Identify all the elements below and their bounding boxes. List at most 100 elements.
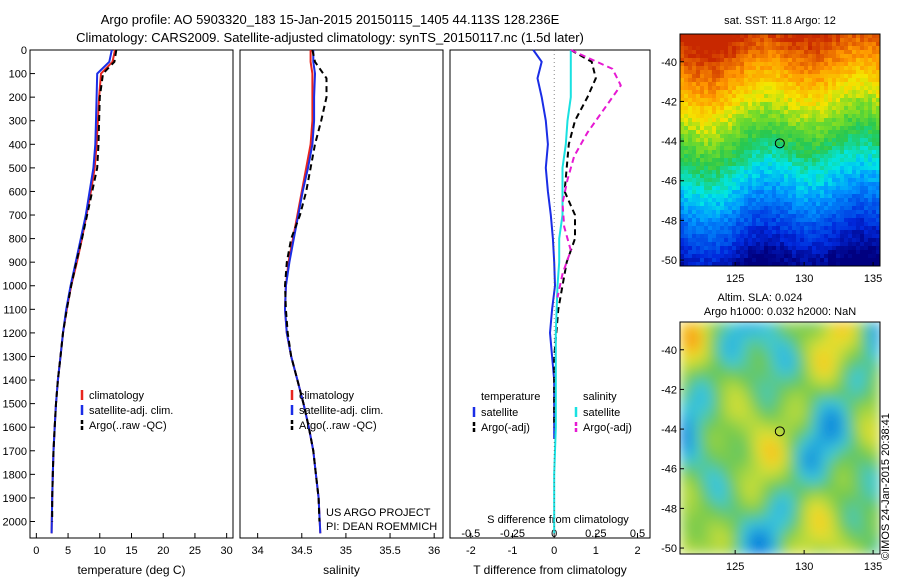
heatmap-cell xyxy=(784,38,789,43)
heatmap-cell xyxy=(816,90,821,95)
heatmap-cell xyxy=(756,394,761,399)
heatmap-cell xyxy=(744,466,749,471)
heatmap-cell xyxy=(744,58,749,63)
heatmap-cell xyxy=(848,174,853,179)
heatmap-cell xyxy=(752,466,757,471)
heatmap-cell xyxy=(764,182,769,187)
heatmap-cell xyxy=(860,114,865,119)
heatmap-cell xyxy=(828,206,833,211)
heatmap-cell xyxy=(764,138,769,143)
heatmap-cell xyxy=(764,370,769,375)
heatmap-cell xyxy=(784,202,789,207)
heatmap-cell xyxy=(732,154,737,159)
heatmap-cell xyxy=(748,162,753,167)
heatmap-cell xyxy=(864,378,869,383)
heatmap-cell xyxy=(836,322,841,327)
heatmap-cell xyxy=(804,394,809,399)
heatmap-cell xyxy=(684,378,689,383)
heatmap-cell xyxy=(736,186,741,191)
heatmap-cell xyxy=(812,42,817,47)
heatmap-cell xyxy=(752,354,757,359)
heatmap-cell xyxy=(744,206,749,211)
heatmap-cell xyxy=(684,422,689,427)
heatmap-cell xyxy=(680,238,685,243)
heatmap-cell xyxy=(804,190,809,195)
heatmap-cell xyxy=(856,78,861,83)
heatmap-cell xyxy=(752,82,757,87)
heatmap-cell xyxy=(756,390,761,395)
heatmap-cell xyxy=(852,70,857,75)
heatmap-cell xyxy=(712,390,717,395)
heatmap-cell xyxy=(692,34,697,39)
heatmap-cell xyxy=(780,158,785,163)
heatmap-cell xyxy=(840,370,845,375)
heatmap-cell xyxy=(776,258,781,263)
heatmap-cell xyxy=(744,182,749,187)
heatmap-cell xyxy=(816,350,821,355)
heatmap-cell xyxy=(824,198,829,203)
heatmap-cell xyxy=(772,38,777,43)
heatmap-cell xyxy=(748,206,753,211)
heatmap-cell xyxy=(868,254,873,259)
heatmap-cell xyxy=(736,122,741,127)
heatmap-cell xyxy=(820,382,825,387)
heatmap-cell xyxy=(688,342,693,347)
heatmap-cell xyxy=(720,242,725,247)
heatmap-cell xyxy=(836,438,841,443)
heatmap-cell xyxy=(820,438,825,443)
heatmap-cell xyxy=(768,250,773,255)
heatmap-cell xyxy=(740,226,745,231)
heatmap-cell xyxy=(716,110,721,115)
y-tick-label: 0 xyxy=(21,45,27,57)
heatmap-cell xyxy=(756,214,761,219)
heatmap-cell xyxy=(804,78,809,83)
heatmap-cell xyxy=(724,74,729,79)
heatmap-cell xyxy=(764,346,769,351)
heatmap-cell xyxy=(712,42,717,47)
heatmap-cell xyxy=(832,390,837,395)
heatmap-cell xyxy=(824,46,829,51)
heatmap-cell xyxy=(756,134,761,139)
heatmap-cell xyxy=(820,110,825,115)
heatmap-cell xyxy=(732,362,737,367)
heatmap-cell xyxy=(692,422,697,427)
heatmap-cell xyxy=(700,182,705,187)
heatmap-cell xyxy=(812,86,817,91)
heatmap-cell xyxy=(852,226,857,231)
heatmap-cell xyxy=(752,326,757,331)
heatmap-cell xyxy=(780,426,785,431)
heatmap-cell xyxy=(744,38,749,43)
heatmap-cell xyxy=(724,446,729,451)
heatmap-cell xyxy=(740,158,745,163)
heatmap-cell xyxy=(764,322,769,327)
heatmap-cell xyxy=(832,334,837,339)
heatmap-cell xyxy=(712,142,717,147)
heatmap-cell xyxy=(752,378,757,383)
heatmap-cell xyxy=(708,90,713,95)
heatmap-cell xyxy=(708,62,713,67)
heatmap-cell xyxy=(712,166,717,171)
heatmap-cell xyxy=(732,102,737,107)
heatmap-cell xyxy=(756,78,761,83)
heatmap-cell xyxy=(824,38,829,43)
heatmap-cell xyxy=(876,262,880,266)
heatmap-cell xyxy=(860,450,865,455)
heatmap-cell xyxy=(720,182,725,187)
heatmap-cell xyxy=(860,174,865,179)
heatmap-cell xyxy=(840,98,845,103)
heatmap-cell xyxy=(832,222,837,227)
heatmap-cell xyxy=(856,246,861,251)
heatmap-cell xyxy=(728,118,733,123)
heatmap-cell xyxy=(824,370,829,375)
heatmap-cell xyxy=(828,366,833,371)
heatmap-cell xyxy=(824,458,829,463)
heatmap-cell xyxy=(808,98,813,103)
heatmap-cell xyxy=(720,438,725,443)
heatmap-cell xyxy=(812,474,817,479)
heatmap-cell xyxy=(736,362,741,367)
heatmap-cell xyxy=(784,154,789,159)
heatmap-cell xyxy=(820,466,825,471)
heatmap-cell xyxy=(848,394,853,399)
heatmap-cell xyxy=(788,126,793,131)
heatmap-cell xyxy=(864,342,869,347)
